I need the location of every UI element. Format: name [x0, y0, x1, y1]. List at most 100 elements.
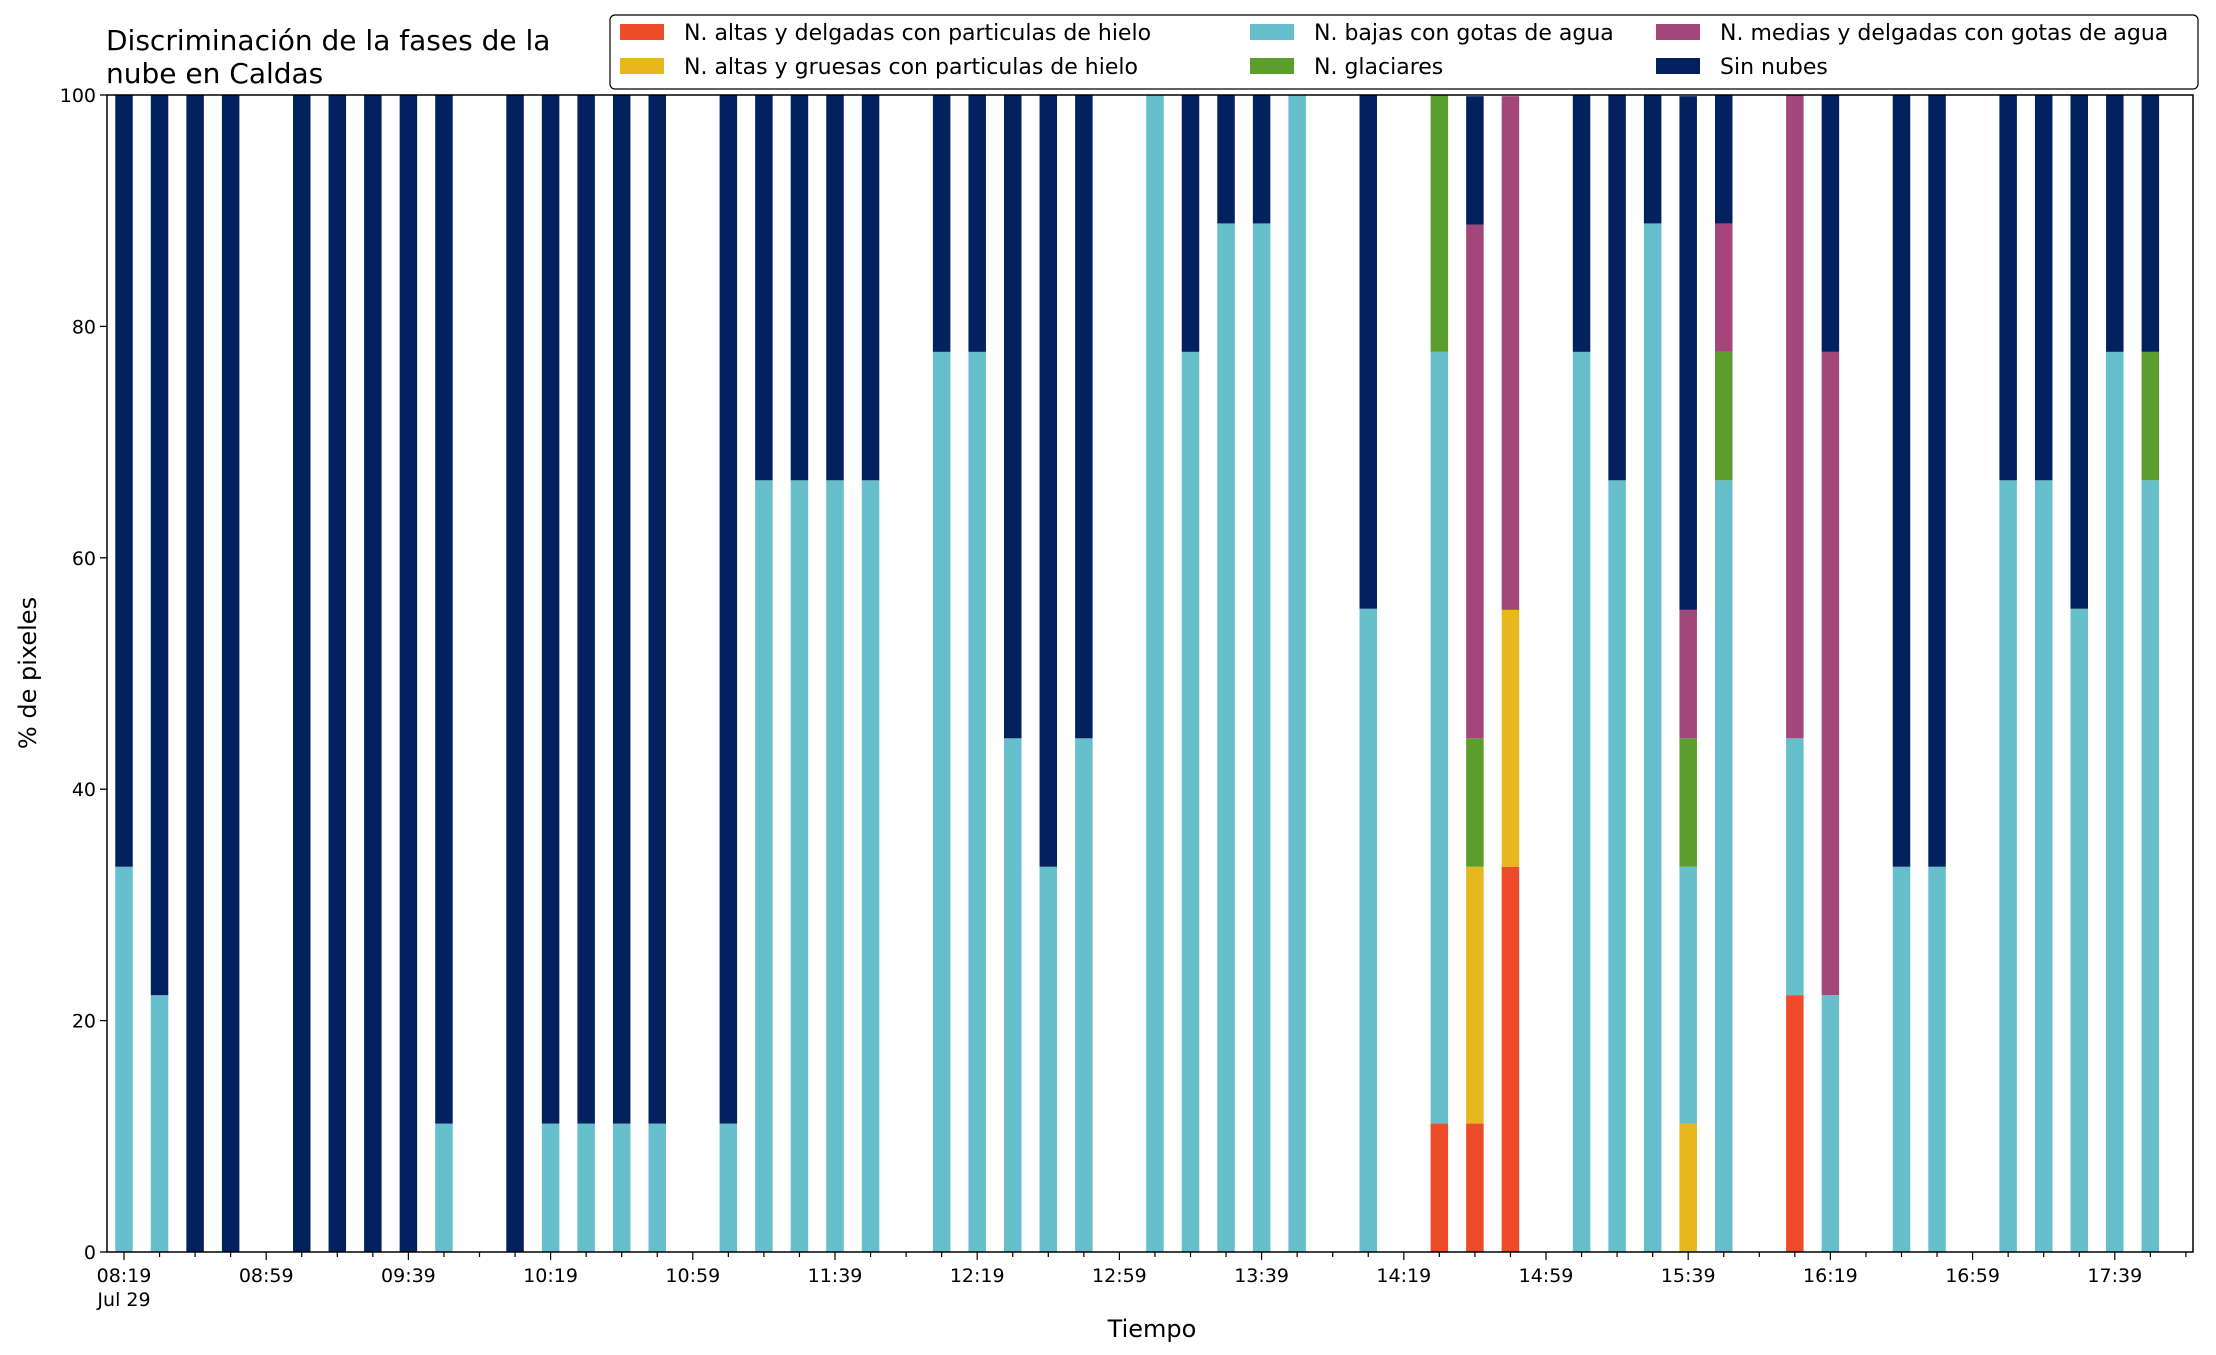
bar-segment	[1181, 351, 1200, 1253]
x-tick-label: 11:39	[808, 1265, 863, 1287]
bar-segment	[1999, 95, 2017, 481]
stacked-bar	[1359, 95, 1377, 1252]
bar-segment	[1501, 609, 1520, 867]
bar-segment	[968, 351, 986, 1253]
bar-segment	[186, 95, 204, 1252]
bar-segment	[1715, 223, 1733, 352]
y-tick-label: 20	[72, 1011, 96, 1033]
bar-segment	[577, 1123, 595, 1252]
bar-segment	[648, 95, 666, 1124]
stacked-bar	[826, 95, 844, 1252]
bar-segment	[1075, 95, 1093, 739]
stacked-bar	[1892, 95, 1911, 1252]
chart-title-line-1: Discriminación de la fases de la	[106, 24, 550, 57]
legend-swatch	[1656, 58, 1700, 74]
x-tick-label: 16:19	[1803, 1265, 1858, 1287]
bar-segment	[612, 95, 631, 1124]
legend-item: Sin nubes	[1656, 55, 1828, 80]
bar-segment	[719, 95, 738, 1124]
legend-swatch	[620, 24, 664, 40]
stacked-bar	[1430, 95, 1449, 1252]
stacked-bar	[2070, 95, 2088, 1252]
bar-segment	[1217, 95, 1235, 224]
bar-segment	[1679, 1123, 1697, 1252]
bar-segment	[150, 995, 169, 1252]
stacked-bar	[719, 95, 738, 1252]
bar-segment	[1466, 96, 1484, 225]
bar-segment	[577, 95, 595, 1124]
bar-segment	[968, 95, 986, 352]
x-tick-sublabel: Jul 29	[96, 1289, 150, 1311]
x-tick-label: 17:39	[2087, 1265, 2142, 1287]
x-tick-label: 10:59	[665, 1265, 720, 1287]
x-tick-label: 14:19	[1376, 1265, 1431, 1287]
bar-segment	[932, 95, 951, 352]
stacked-bar	[1252, 95, 1271, 1253]
bar-segment	[1572, 351, 1591, 1253]
stacked-bar	[1501, 96, 1520, 1252]
bar-segment	[1786, 95, 1804, 739]
bar-segment	[115, 866, 133, 1252]
legend-label: Sin nubes	[1720, 55, 1828, 80]
bar-segment	[1501, 96, 1520, 610]
stacked-bar	[186, 95, 204, 1252]
bar-segment	[2034, 95, 2053, 481]
bar-segment	[1679, 738, 1697, 867]
bar-segment	[2106, 95, 2124, 352]
bar-segment	[1217, 223, 1235, 1253]
stacked-bar	[150, 95, 169, 1252]
bar-segment	[2106, 351, 2124, 1253]
stacked-bar	[1146, 95, 1164, 1252]
legend-frame	[609, 14, 2199, 90]
stacked-bar	[1679, 96, 1697, 1252]
stacked-bar	[1608, 95, 1626, 1252]
plot-frame	[106, 94, 2194, 1253]
bar-segment	[1466, 738, 1484, 867]
stacked-bar	[1928, 95, 1946, 1252]
stacked-bar	[1217, 95, 1235, 1253]
stacked-bar	[1821, 95, 1840, 1252]
legend-item: N. medias y delgadas con gotas de agua	[1656, 21, 2168, 46]
bar-segment	[1643, 223, 1662, 1253]
stacked-bar	[2141, 95, 2160, 1252]
bar-segment	[1430, 1123, 1449, 1252]
x-axis-label: Tiempo	[1107, 1315, 1197, 1343]
stacked-bar	[648, 95, 666, 1252]
x-tick-label: 08:19	[97, 1265, 152, 1287]
bar-segment	[1821, 95, 1840, 352]
bar-segment	[221, 95, 240, 1252]
stacked-bar	[968, 95, 986, 1253]
stacked-bar	[1075, 95, 1093, 1252]
bar-segment	[541, 1123, 560, 1252]
legend-label: N. glaciares	[1314, 55, 1443, 80]
bar-segment	[328, 95, 347, 1252]
x-tick-label: 14:59	[1519, 1265, 1574, 1287]
stacked-bar	[364, 95, 382, 1252]
x-tick-label: 10:19	[523, 1265, 578, 1287]
stacked-bar	[932, 95, 951, 1253]
bar-segment	[1252, 95, 1271, 224]
legend-swatch	[1250, 24, 1294, 40]
bar-segment	[2141, 480, 2160, 1252]
bar-segment	[1359, 95, 1377, 609]
bar-segment	[1715, 480, 1733, 1252]
stacked-bar	[1181, 95, 1200, 1253]
stacked-bar	[1039, 95, 1058, 1252]
bar-segment	[1430, 95, 1449, 352]
bar-segment	[1288, 95, 1306, 1252]
bar-segment	[506, 95, 524, 1252]
stacked-bar	[115, 95, 133, 1252]
bar-segment	[1608, 95, 1626, 481]
bar-segment	[1715, 351, 1733, 481]
bar-segment	[1039, 95, 1058, 867]
bar-segment	[1892, 866, 1911, 1252]
x-tick-label: 16:59	[1945, 1265, 2000, 1287]
bar-segment	[1928, 95, 1946, 867]
x-tick-label: 15:39	[1661, 1265, 1716, 1287]
legend-label: N. altas y delgadas con particulas de hi…	[684, 21, 1151, 46]
stacked-bar	[293, 95, 311, 1252]
bar-segment	[1679, 96, 1697, 610]
stacked-bar	[1786, 95, 1804, 1252]
bar-segment	[1572, 95, 1591, 352]
